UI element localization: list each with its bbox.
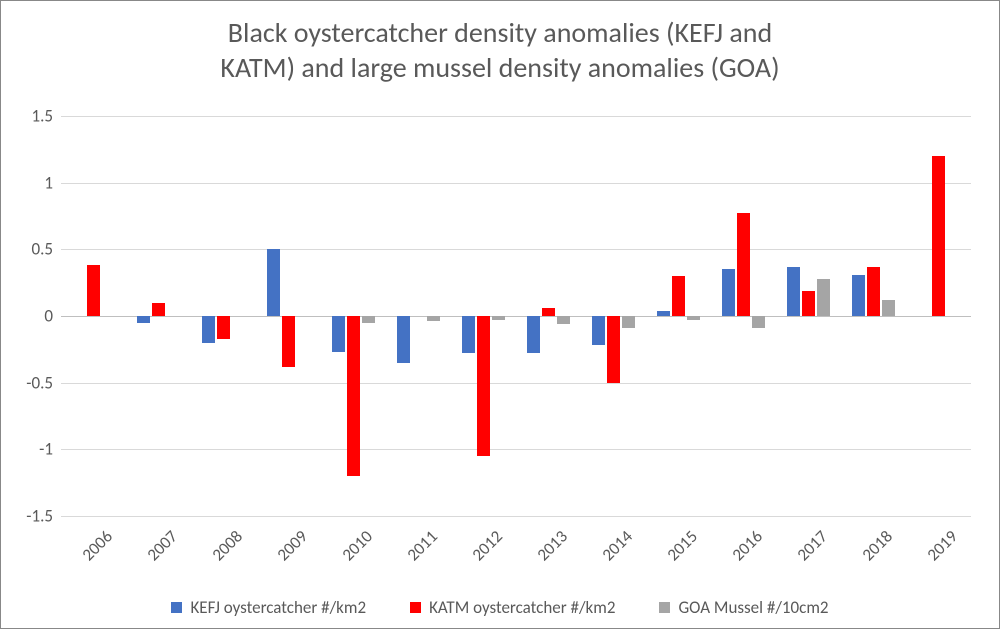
bar [737, 213, 751, 316]
bar [672, 276, 686, 316]
bar [542, 308, 556, 316]
x-axis-labels: 2006 2007 2008 2009 2010 2011 2012 2013 2014 2015… [61, 521, 971, 571]
plot-area: -1.5-1-0.500.511.5 [61, 116, 971, 516]
bar [657, 311, 671, 316]
x-tick-label: 2019 [914, 526, 961, 573]
legend-swatch [659, 602, 670, 613]
legend-swatch [171, 602, 182, 613]
bar [527, 316, 541, 353]
x-tick-label: 2016 [719, 526, 766, 573]
y-tick-label: -0.5 [26, 372, 53, 393]
bar [867, 267, 881, 316]
bar [802, 291, 816, 316]
y-tick-label: 0.5 [31, 239, 53, 260]
bar [347, 316, 361, 476]
bar [722, 269, 736, 316]
x-tick-label: 2012 [459, 526, 506, 573]
x-tick-label: 2008 [199, 526, 246, 573]
bar [882, 300, 896, 316]
legend: KEFJ oystercatcher #/km2 KATM oystercatch… [1, 597, 999, 618]
bar [362, 316, 376, 323]
bar [622, 316, 636, 328]
legend-swatch [410, 602, 421, 613]
bar [852, 275, 866, 316]
legend-label: GOA Mussel #/10cm2 [678, 597, 828, 618]
bar [397, 316, 411, 363]
y-tick-label: -1 [39, 439, 53, 460]
bar [267, 249, 281, 316]
bar [332, 316, 346, 352]
chart-title-line1: Black oystercatcher density anomalies (K… [228, 15, 772, 50]
x-tick-label: 2009 [264, 526, 311, 573]
bar [932, 156, 946, 316]
x-tick-label: 2011 [394, 526, 441, 573]
chart-container: Black oystercatcher density anomalies (K… [0, 0, 1000, 629]
legend-item: KATM oystercatcher #/km2 [410, 597, 615, 618]
bar [427, 316, 441, 321]
x-tick-label: 2014 [589, 526, 636, 573]
y-tick-label: 1 [44, 172, 53, 193]
y-tick-label: 0 [44, 306, 53, 327]
bar [477, 316, 491, 456]
bar [492, 316, 506, 320]
bars-layer [61, 116, 971, 516]
x-tick-label: 2010 [329, 526, 376, 573]
chart-title: Black oystercatcher density anomalies (K… [1, 15, 999, 85]
gridline [61, 516, 971, 517]
x-tick-label: 2015 [654, 526, 701, 573]
bar [87, 265, 101, 316]
chart-title-line2: KATM) and large mussel density anomalies… [220, 50, 779, 85]
bar [137, 316, 151, 323]
bar [817, 279, 831, 316]
bar [202, 316, 216, 343]
y-tick-label: 1.5 [31, 106, 53, 127]
legend-label: KATM oystercatcher #/km2 [429, 597, 615, 618]
bar [217, 316, 231, 339]
bar [152, 303, 166, 316]
x-tick-label: 2007 [134, 526, 181, 573]
bar [607, 316, 621, 383]
legend-item: GOA Mussel #/10cm2 [659, 597, 828, 618]
legend-item: KEFJ oystercatcher #/km2 [171, 597, 366, 618]
legend-label: KEFJ oystercatcher #/km2 [190, 597, 366, 618]
bar [462, 316, 476, 353]
bar [557, 316, 571, 324]
x-tick-label: 2013 [524, 526, 571, 573]
bar [787, 267, 801, 316]
x-tick-label: 2018 [849, 526, 896, 573]
bar [282, 316, 296, 367]
bar [687, 316, 701, 320]
x-tick-label: 2006 [69, 526, 116, 573]
bar [752, 316, 766, 328]
bar [592, 316, 606, 345]
x-tick-label: 2017 [784, 526, 831, 573]
y-tick-label: -1.5 [26, 506, 53, 527]
